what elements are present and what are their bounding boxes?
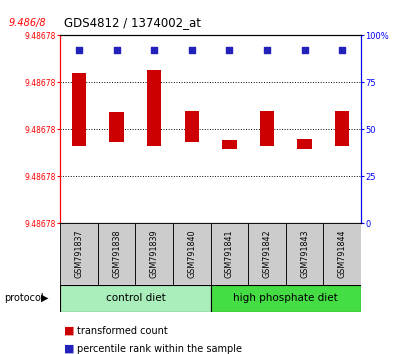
Text: high phosphate diet: high phosphate diet bbox=[234, 293, 338, 303]
FancyBboxPatch shape bbox=[98, 223, 135, 285]
Point bbox=[76, 47, 82, 53]
Point bbox=[188, 47, 195, 53]
Text: ▶: ▶ bbox=[41, 293, 48, 303]
Text: ■: ■ bbox=[64, 326, 75, 336]
Text: GSM791844: GSM791844 bbox=[338, 230, 347, 278]
Bar bbox=[110, 112, 124, 142]
Text: GSM791837: GSM791837 bbox=[74, 230, 83, 278]
Text: percentile rank within the sample: percentile rank within the sample bbox=[77, 344, 242, 354]
Bar bbox=[147, 70, 161, 146]
FancyBboxPatch shape bbox=[323, 223, 361, 285]
Point bbox=[339, 47, 346, 53]
FancyBboxPatch shape bbox=[60, 285, 211, 312]
Text: ■: ■ bbox=[64, 344, 75, 354]
Text: GSM791838: GSM791838 bbox=[112, 230, 121, 278]
Bar bbox=[72, 73, 86, 146]
Bar bbox=[222, 140, 237, 149]
FancyBboxPatch shape bbox=[173, 223, 211, 285]
Text: protocol: protocol bbox=[4, 293, 44, 303]
FancyBboxPatch shape bbox=[211, 223, 248, 285]
Text: GSM791843: GSM791843 bbox=[300, 230, 309, 278]
Point bbox=[226, 47, 233, 53]
FancyBboxPatch shape bbox=[286, 223, 323, 285]
Text: 9.486/8: 9.486/8 bbox=[8, 18, 46, 28]
Bar bbox=[260, 111, 274, 146]
Text: transformed count: transformed count bbox=[77, 326, 168, 336]
Point bbox=[301, 47, 308, 53]
Text: GSM791841: GSM791841 bbox=[225, 230, 234, 278]
FancyBboxPatch shape bbox=[60, 223, 98, 285]
FancyBboxPatch shape bbox=[211, 285, 361, 312]
Text: GSM791839: GSM791839 bbox=[150, 230, 159, 278]
Bar bbox=[298, 139, 312, 149]
Text: GSM791840: GSM791840 bbox=[187, 230, 196, 278]
Bar bbox=[185, 111, 199, 142]
Point bbox=[151, 47, 158, 53]
Bar bbox=[335, 111, 349, 146]
Text: GSM791842: GSM791842 bbox=[263, 230, 271, 278]
Text: GDS4812 / 1374002_at: GDS4812 / 1374002_at bbox=[64, 17, 201, 29]
Point bbox=[113, 47, 120, 53]
Point bbox=[264, 47, 270, 53]
Text: control diet: control diet bbox=[105, 293, 165, 303]
FancyBboxPatch shape bbox=[135, 223, 173, 285]
FancyBboxPatch shape bbox=[248, 223, 286, 285]
